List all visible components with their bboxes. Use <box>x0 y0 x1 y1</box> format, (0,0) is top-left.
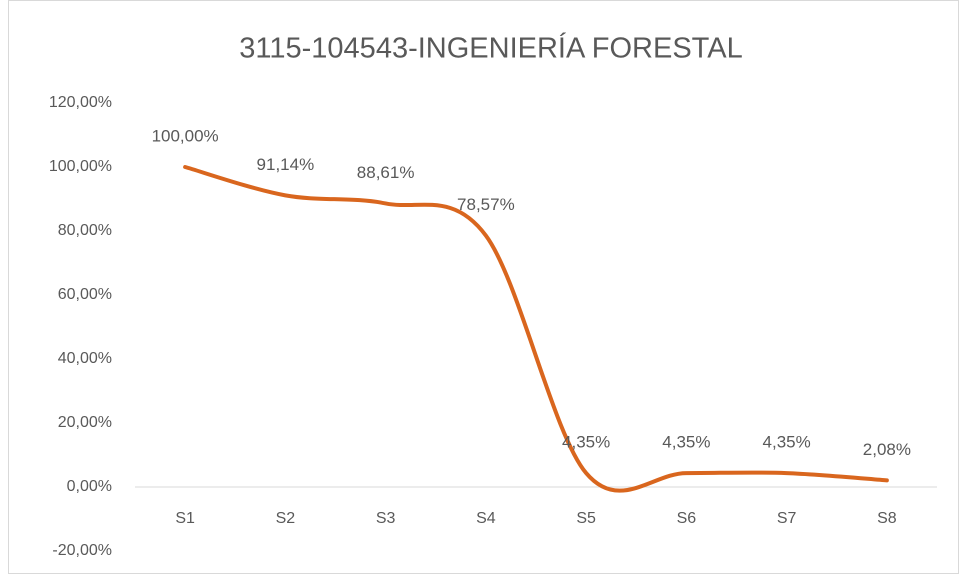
x-tick-label: S5 <box>576 510 596 527</box>
data-label: 4,35% <box>763 433 811 452</box>
data-label: 2,08% <box>863 440 911 459</box>
y-tick-label: 20,00% <box>58 414 112 431</box>
data-label: 78,57% <box>457 195 515 214</box>
data-label: 4,35% <box>562 433 610 452</box>
x-tick-label: S6 <box>677 510 697 527</box>
y-tick-label: 100,00% <box>49 158 112 175</box>
x-tick-label: S2 <box>276 510 296 527</box>
data-label: 91,14% <box>257 155 315 174</box>
line <box>183 165 889 493</box>
chart-frame <box>8 0 959 574</box>
y-tick-label: 40,00% <box>58 350 112 367</box>
data-label: 100,00% <box>152 126 219 145</box>
y-tick-label: -20,00% <box>52 542 112 559</box>
y-tick-label: 0,00% <box>67 478 112 495</box>
y-tick-label: 120,00% <box>49 94 112 111</box>
data-label: 88,61% <box>357 163 415 182</box>
y-tick-label: 80,00% <box>58 222 112 239</box>
y-tick-label: 60,00% <box>58 286 112 303</box>
x-tick-label: S7 <box>777 510 797 527</box>
x-tick-label: S4 <box>476 510 496 527</box>
x-tick-label: S3 <box>376 510 396 527</box>
x-tick-label: S1 <box>175 510 195 527</box>
chart-title: 3115-104543-INGENIERÍA FORESTAL <box>239 32 742 65</box>
data-label: 4,35% <box>662 433 710 452</box>
x-tick-label: S8 <box>877 510 897 527</box>
